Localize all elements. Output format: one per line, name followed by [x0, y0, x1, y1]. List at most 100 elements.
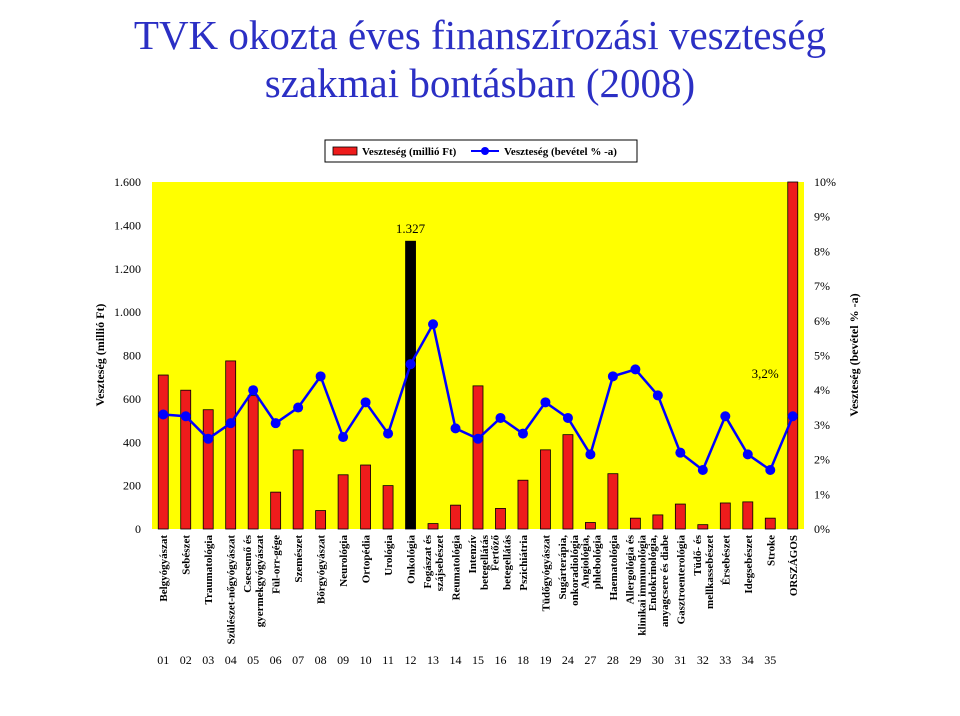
category-code: 14	[450, 653, 462, 667]
category-label: Traumatológia	[203, 535, 215, 605]
bar	[225, 360, 237, 530]
left-axis-ticks: 0 200 400 600 800 1.000 1.200 1.400 1.600	[114, 175, 141, 536]
category-code: 30	[652, 653, 664, 667]
left-tick-label: 600	[123, 392, 141, 406]
line-point	[428, 319, 439, 330]
bar	[315, 510, 327, 530]
category-label: Sebészet	[181, 535, 193, 575]
bar-series	[157, 181, 799, 530]
line-point	[562, 412, 573, 423]
line-point	[697, 465, 708, 476]
category-label: Szemészet	[293, 535, 305, 583]
category-code: 01	[157, 653, 169, 667]
line-point	[473, 433, 483, 444]
left-axis-label: Veszteség (millió Ft)	[93, 304, 107, 407]
category-label: Stroke	[765, 535, 777, 566]
category-code: 04	[225, 653, 237, 667]
bar	[450, 504, 461, 530]
category-code: 13	[427, 653, 439, 667]
category-code: 32	[697, 653, 709, 667]
legend-bar-swatch	[332, 146, 358, 156]
line-point	[742, 449, 753, 460]
bar	[585, 522, 596, 530]
line-point	[495, 412, 506, 423]
bar	[292, 449, 304, 530]
category-code: 31	[674, 653, 686, 667]
bar	[562, 434, 574, 530]
line-point	[585, 449, 596, 460]
category-label: Urológia	[383, 535, 395, 576]
line-point	[383, 428, 394, 439]
bar	[652, 514, 664, 530]
bar	[202, 409, 214, 530]
line-point	[540, 397, 551, 408]
right-tick-label: 0%	[814, 522, 830, 536]
line-point	[630, 364, 641, 375]
category-code: 09	[337, 653, 349, 667]
line-point	[720, 411, 731, 422]
legend-line-marker	[481, 147, 489, 155]
category-label: Csecsemő ésgyermekgyógyászat	[242, 534, 266, 627]
bar	[674, 503, 686, 530]
slide-title-line-2: szakmai bontásban (2008)	[264, 60, 696, 106]
category-label: Endokrinológia,anyagcsere és diabe	[647, 535, 671, 627]
right-tick-label: 5%	[814, 349, 830, 363]
category-code: 03	[202, 653, 214, 667]
right-axis-label: Veszteség (bevétel % -a)	[847, 293, 861, 416]
legend-bar-label: Veszteség (millió Ft)	[362, 146, 457, 158]
right-axis-ticks: 0% 1% 2% 3% 4% 5% 6% 7% 8% 9% 10%	[814, 175, 836, 536]
bar	[180, 389, 192, 530]
bar	[629, 517, 641, 530]
line-point	[270, 418, 281, 429]
left-tick-label: 400	[123, 435, 141, 449]
category-code: 24	[562, 653, 574, 667]
left-tick-label: 1.600	[114, 175, 141, 189]
line-point	[765, 465, 776, 476]
right-tick-label: 4%	[814, 383, 830, 397]
right-tick-label: 3%	[814, 418, 830, 432]
category-code: 33	[719, 653, 731, 667]
category-label: Sugárterápia,onkoradiológia	[557, 535, 581, 606]
right-tick-label: 9%	[814, 210, 830, 224]
left-tick-label: 1.200	[114, 262, 141, 276]
left-tick-label: 1.000	[114, 305, 141, 319]
category-code: 35	[764, 653, 776, 667]
bar	[764, 517, 776, 530]
bar	[787, 181, 799, 530]
line-point	[315, 371, 326, 382]
line-series	[158, 319, 798, 476]
category-code: 07	[292, 653, 304, 667]
line-point	[248, 385, 259, 396]
category-code: 15	[472, 653, 484, 667]
category-label: Reumatológia	[451, 535, 463, 601]
right-tick-label: 2%	[814, 453, 830, 467]
right-tick-label: 7%	[814, 279, 830, 293]
bar	[427, 523, 439, 530]
line-point	[360, 397, 371, 408]
data-annotation: 1.327	[396, 221, 426, 236]
line-point	[405, 359, 416, 370]
category-label: Haematológia	[608, 535, 620, 601]
right-tick-label: 8%	[814, 244, 830, 258]
category-label: Neurológia	[338, 535, 350, 587]
category-code: 11	[382, 653, 394, 667]
category-code: 12	[405, 653, 417, 667]
bar	[697, 524, 709, 530]
right-tick-label: 1%	[814, 487, 830, 501]
line-point	[158, 409, 169, 420]
category-label: Intenzívbetegellátás	[467, 534, 491, 590]
category-label: Onkológia	[406, 535, 418, 584]
category-code: 18	[517, 653, 529, 667]
bar	[540, 449, 551, 530]
line-point	[293, 402, 304, 413]
legend: Veszteség (millió Ft) Veszteség (bevétel…	[324, 139, 638, 163]
category-code: 19	[539, 653, 551, 667]
category-code: 16	[494, 653, 506, 667]
bar	[472, 385, 484, 530]
bar	[495, 507, 506, 530]
category-label: Idegsebészet	[743, 535, 755, 594]
category-label: Fertőzőbetegellátás	[490, 534, 514, 590]
left-tick-label: 1.400	[114, 218, 141, 232]
line-point	[203, 433, 214, 444]
category-code: 05	[247, 653, 259, 667]
